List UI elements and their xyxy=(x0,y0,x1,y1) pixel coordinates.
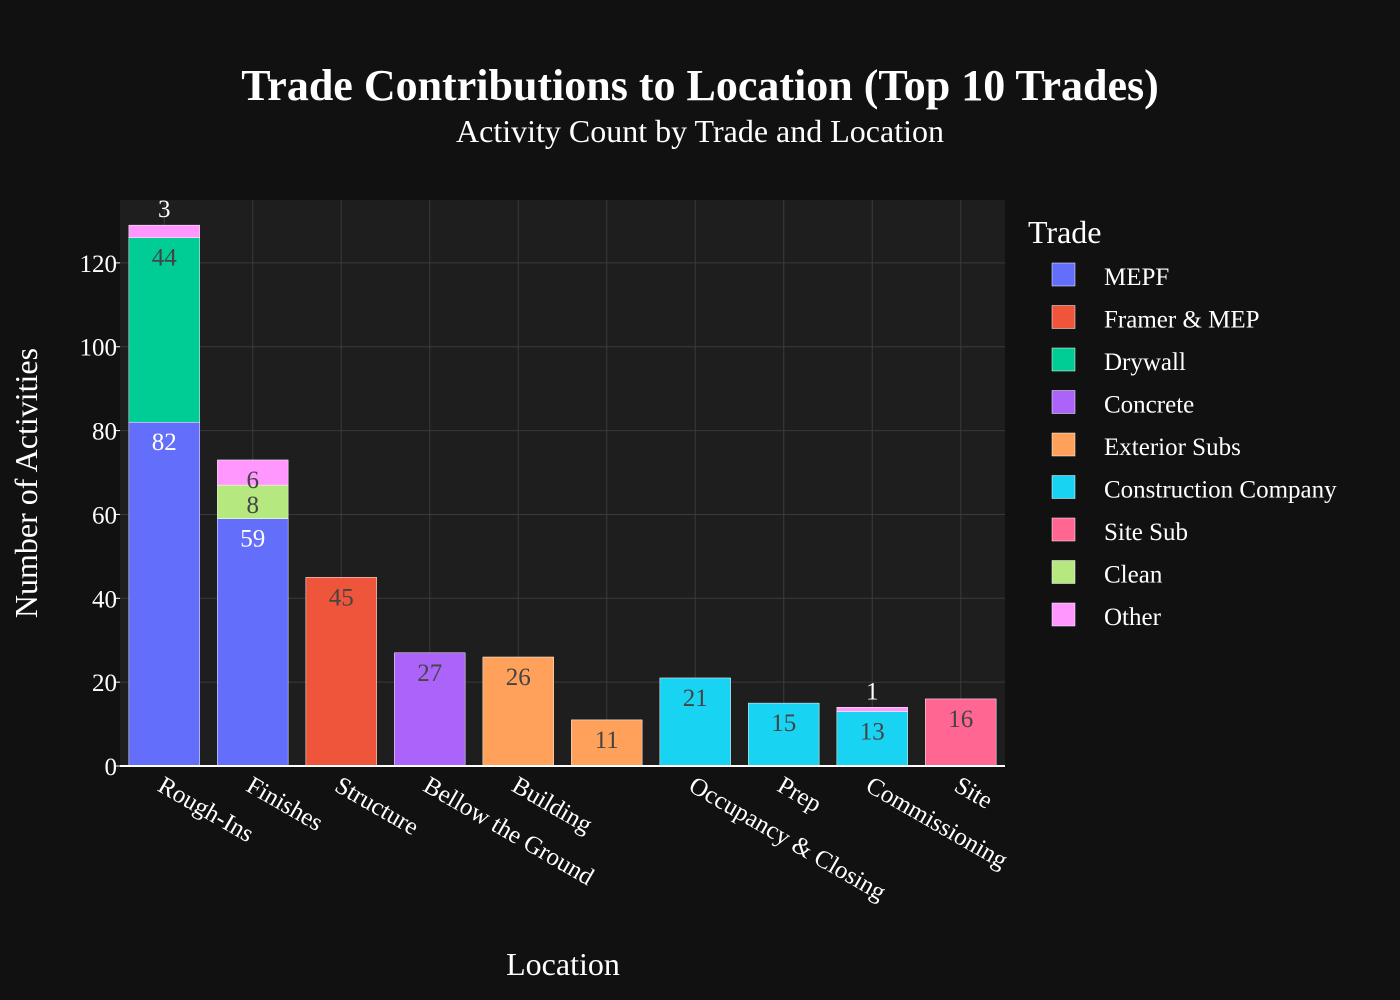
legend-swatch xyxy=(1051,347,1076,372)
bars xyxy=(128,224,997,767)
data-label: 21 xyxy=(683,685,708,712)
y-tick-label: 60 xyxy=(92,502,117,529)
bar xyxy=(394,652,466,767)
legend-swatch xyxy=(1051,517,1076,542)
y-tick-label: 40 xyxy=(92,586,117,613)
legend-entry: MEPF xyxy=(1104,264,1169,291)
legend-swatch xyxy=(1051,560,1076,584)
y-axis: 0 20 40 60 80 100 120 xyxy=(80,251,120,781)
legend-entry: Site Sub xyxy=(1104,519,1188,546)
data-label: 27 xyxy=(417,660,442,687)
y-tick-label: 100 xyxy=(80,335,118,362)
bar xyxy=(659,677,731,767)
y-tick-label: 120 xyxy=(80,251,118,278)
x-axis-title: Location xyxy=(506,946,620,982)
bar xyxy=(571,719,643,767)
data-label: 3 xyxy=(158,196,171,223)
y-tick-label: 80 xyxy=(92,419,117,446)
legend-entry: Concrete xyxy=(1104,392,1194,419)
bar xyxy=(305,577,377,767)
bar xyxy=(836,711,908,767)
legend-swatch xyxy=(1051,432,1076,457)
legend-entry: Clean xyxy=(1104,562,1163,589)
legend-swatch xyxy=(1051,262,1076,287)
legend-entry: Construction Company xyxy=(1104,477,1337,504)
bar xyxy=(217,459,289,486)
legend-swatch xyxy=(1051,602,1076,627)
bar-labels: 82 59 45 44 27 26 11 21 15 13 16 8 3 6 1 xyxy=(152,196,974,754)
x-tick-label: Structure xyxy=(330,772,423,841)
data-label: 26 xyxy=(506,664,531,691)
legend-swatch xyxy=(1051,390,1076,414)
bar xyxy=(748,702,820,767)
data-label: 11 xyxy=(595,727,619,754)
bar xyxy=(217,484,289,519)
bar xyxy=(128,421,200,767)
data-label: 6 xyxy=(247,467,260,494)
chart-subtitle: Activity Count by Trade and Location xyxy=(456,113,944,149)
bar xyxy=(925,698,997,767)
bar xyxy=(128,224,200,238)
legend: Trade MEPF Framer & MEP Drywall Concrete Ext… xyxy=(1028,214,1337,631)
chart-title: Trade Contributions to Location (Top 10 … xyxy=(241,61,1159,110)
data-label: 45 xyxy=(329,584,354,611)
data-label: 13 xyxy=(860,718,885,745)
legend-entry: Other xyxy=(1104,604,1162,631)
legend-swatch xyxy=(1051,305,1076,329)
x-tick-label: Site xyxy=(950,772,997,815)
x-tick-label: Prep xyxy=(773,772,826,818)
legend-swatch xyxy=(1051,475,1076,499)
legend-entry: Drywall xyxy=(1104,349,1186,376)
y-axis-title: Number of Activities xyxy=(8,348,44,618)
data-label: 16 xyxy=(948,706,973,733)
legend-entry: Framer & MEP xyxy=(1104,307,1260,334)
x-tick-label: Rough-Ins xyxy=(153,772,258,848)
y-tick-label: 20 xyxy=(92,670,117,697)
data-label: 82 xyxy=(152,429,177,456)
bar xyxy=(217,518,289,767)
legend-title: Trade xyxy=(1028,214,1101,250)
data-label: 1 xyxy=(866,678,879,705)
legend-entry: Exterior Subs xyxy=(1104,434,1241,461)
bar xyxy=(836,707,908,712)
y-tick-label: 0 xyxy=(105,754,118,781)
data-label: 15 xyxy=(771,710,796,737)
data-label: 59 xyxy=(240,526,265,553)
data-label: 8 xyxy=(247,492,260,519)
bar xyxy=(128,237,200,423)
data-label: 44 xyxy=(152,245,178,272)
